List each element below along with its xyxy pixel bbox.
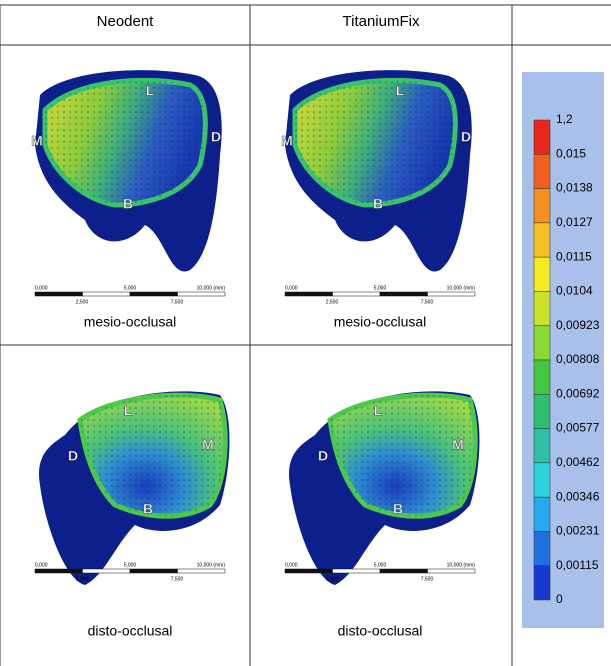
cell-image: L M D B 0,000 5,000 10,000 (mm) 2,500 7,500 mesio… (31, 70, 225, 330)
cell-image: L M D B 0,000 5,000 10,000 (mm) 2,500 7,500 disto… (285, 391, 479, 638)
legend-label: 0,00692 (556, 386, 600, 400)
caption: disto-occlusal (338, 623, 423, 639)
scale-bar (83, 292, 131, 296)
color-swatch (534, 429, 550, 463)
surface-marker: L (374, 403, 383, 419)
surface-marker: M (452, 437, 464, 453)
scale-bar (285, 569, 333, 573)
scale-bar (35, 292, 83, 296)
scale-label: 5,000 (124, 285, 137, 291)
color-swatch (534, 120, 550, 154)
scale-bar (130, 292, 178, 296)
legend-label: 0,00923 (556, 318, 600, 332)
surface-marker: L (146, 83, 155, 99)
surface-marker: L (396, 83, 405, 99)
tooth-model (39, 391, 229, 585)
scale-label: 10,000 (mm) (197, 285, 226, 291)
scale-label: 7,500 (421, 576, 434, 582)
surface-marker: D (461, 129, 471, 145)
legend-label: 0,00115 (556, 558, 599, 572)
caption: disto-occlusal (88, 623, 173, 639)
legend-label: 0,00808 (556, 352, 600, 366)
surface-marker: B (143, 501, 153, 517)
color-swatch (534, 326, 550, 360)
scale-label: 7,500 (421, 299, 434, 305)
legend-label: 0,015 (556, 146, 586, 160)
color-swatch (534, 463, 550, 497)
color-swatch (534, 394, 550, 428)
scale-bar (178, 292, 226, 296)
scale-label: 2,500 (76, 576, 89, 582)
color-swatch (534, 189, 550, 223)
tooth-model (285, 70, 472, 271)
cell-image: L M D B 0,000 5,000 10,000 (mm) 2,500 7,500 disto… (35, 391, 229, 638)
scale-bar (333, 569, 381, 573)
surface-marker: M (281, 133, 293, 149)
color-swatch (534, 531, 550, 565)
scale-bar (380, 569, 428, 573)
legend-label: 0,0127 (556, 215, 593, 229)
legend: 1,2 0,015 0,0138 0,0127 0,0115 0,0104 0,00923 0… (534, 112, 600, 606)
header: TitaniumFix (343, 13, 420, 30)
scale-label: 2,500 (326, 299, 339, 305)
scale-bar (428, 292, 476, 296)
figure: Neodent TitaniumFix 1,2 0,015 0,0138 0,0127… (0, 0, 611, 666)
color-swatch (534, 291, 550, 325)
color-swatch (534, 566, 550, 600)
color-swatch (534, 257, 550, 291)
surface-marker: M (31, 133, 43, 149)
scale-bar (428, 569, 476, 573)
color-swatch (534, 223, 550, 257)
color-swatch (534, 154, 550, 188)
cell-image: L M D B 0,000 5,000 10,000 (mm) 2,500 7,500 mesio… (281, 70, 475, 330)
scale-label: 10,000 (mm) (447, 285, 476, 291)
caption: mesio-occlusal (84, 314, 177, 330)
scale-label: 0,000 (285, 285, 298, 291)
color-swatch (534, 360, 550, 394)
surface-marker: D (211, 129, 221, 145)
scale-label: 10,000 (mm) (197, 562, 226, 568)
scale-bar (178, 569, 226, 573)
scale-bar (380, 292, 428, 296)
legend-label: 0 (556, 592, 563, 606)
scale-bar (285, 292, 333, 296)
caption: mesio-occlusal (334, 314, 427, 330)
legend-label: 0,0104 (556, 284, 593, 298)
legend-label: 0,00346 (556, 489, 600, 503)
scale-label: 5,000 (374, 562, 387, 568)
scale-bar (130, 569, 178, 573)
surface-marker: B (393, 501, 403, 517)
scale-label: 0,000 (35, 285, 48, 291)
surface-marker: B (123, 196, 133, 212)
header: Neodent (97, 13, 155, 30)
scale-bar (333, 292, 381, 296)
scale-label: 5,000 (374, 285, 387, 291)
scale-label: 10,000 (mm) (447, 562, 476, 568)
scale-bar (35, 569, 83, 573)
surface-marker: D (318, 448, 328, 464)
scale-label: 0,000 (285, 562, 298, 568)
tooth-model (35, 70, 222, 271)
scale-label: 5,000 (124, 562, 137, 568)
legend-label: 0,00462 (556, 455, 600, 469)
legend-label: 0,0138 (556, 181, 593, 195)
legend-label: 0,0115 (556, 249, 592, 263)
surface-marker: M (202, 437, 214, 453)
scale-label: 7,500 (171, 576, 184, 582)
legend-label: 1,2 (556, 112, 573, 126)
scale-label: 0,000 (35, 562, 48, 568)
scale-label: 2,500 (76, 299, 89, 305)
surface-marker: D (68, 448, 78, 464)
legend-label: 0,00577 (556, 421, 600, 435)
scale-label: 2,500 (326, 576, 339, 582)
tooth-model (289, 391, 479, 585)
surface-marker: B (373, 196, 383, 212)
scale-bar (83, 569, 131, 573)
surface-marker: L (124, 403, 133, 419)
color-swatch (534, 497, 550, 531)
legend-label: 0,00231 (556, 524, 600, 538)
scale-label: 7,500 (171, 299, 184, 305)
